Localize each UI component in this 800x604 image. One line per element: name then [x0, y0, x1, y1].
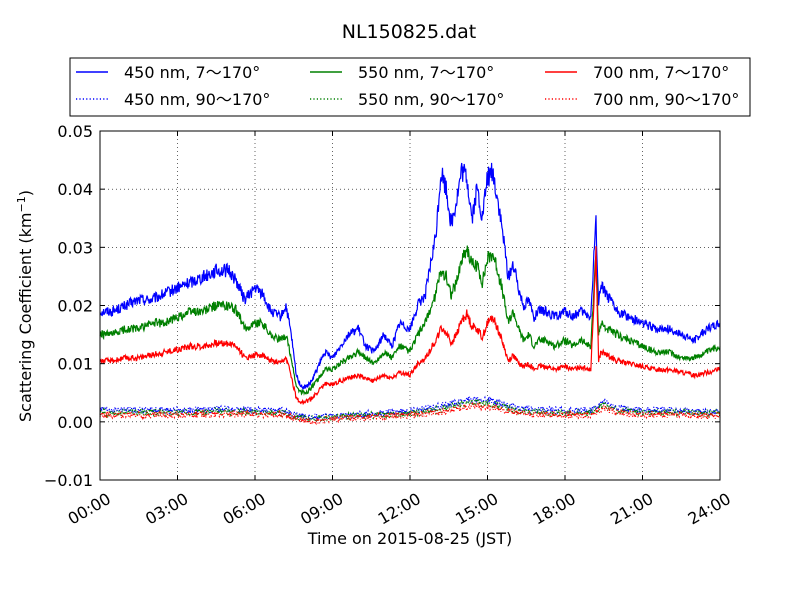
x-tick-label: 00:00: [65, 489, 114, 529]
legend-label: 450 nm, 90～170°: [124, 90, 270, 109]
series-line: [99, 245, 721, 396]
legend: 450 nm, 7～170° 550 nm, 7～170° 700 nm, 7～17…: [69, 57, 751, 117]
y-tick-label: 0.01: [57, 355, 93, 374]
legend-label: 550 nm, 90～170°: [358, 90, 504, 109]
y-axis-label-end: ): [16, 190, 35, 196]
y-tick-label: 0.00: [57, 413, 93, 432]
y-tick-label: −0.01: [44, 471, 93, 490]
x-tick-label: 03:00: [142, 489, 191, 529]
series-line: [99, 246, 721, 405]
series-line: [99, 395, 721, 422]
x-tick-label: 15:00: [452, 489, 501, 529]
y-tick-label: 0.05: [57, 122, 93, 141]
x-tick-label: 09:00: [297, 489, 346, 529]
x-tick-label: 06:00: [220, 489, 269, 529]
legend-label: 700 nm, 7～170°: [593, 63, 729, 82]
legend-box: [69, 57, 751, 117]
series-layer: [99, 162, 721, 426]
x-tick-label: 21:00: [607, 489, 656, 529]
legend-label: 550 nm, 7～170°: [358, 63, 494, 82]
series-line: [99, 162, 721, 391]
x-tick-labels: 00:00 03:00 06:00 09:00 12:00 15:00 18:00 21:00…: [65, 489, 734, 529]
series-line: [99, 402, 721, 426]
x-tick-label: 12:00: [375, 489, 424, 529]
plot-area: [99, 130, 721, 481]
legend-label: 700 nm, 90～170°: [593, 90, 739, 109]
y-axis-label: Scattering Coefficient (km−1): [15, 190, 35, 422]
grid: [100, 131, 720, 480]
y-axis-label-main: Scattering Coefficient (km: [16, 212, 35, 422]
legend-label: 450 nm, 7～170°: [124, 63, 260, 82]
y-axis-label-sup: −1: [15, 196, 28, 212]
ticks: [99, 130, 721, 481]
x-axis-label: Time on 2015-08-25 (JST): [307, 529, 512, 548]
legend-items: 450 nm, 7～170° 550 nm, 7～170° 700 nm, 7～17…: [76, 63, 739, 109]
y-tick-label: 0.02: [57, 297, 93, 316]
chart-title: NL150825.dat: [342, 21, 477, 43]
y-tick-label: 0.03: [57, 238, 93, 257]
x-tick-label: 18:00: [530, 489, 579, 529]
x-tick-label: 24:00: [685, 489, 734, 529]
y-tick-label: 0.04: [57, 180, 93, 199]
y-tick-labels: −0.01 0.00 0.01 0.02 0.03 0.04 0.05: [44, 122, 93, 490]
